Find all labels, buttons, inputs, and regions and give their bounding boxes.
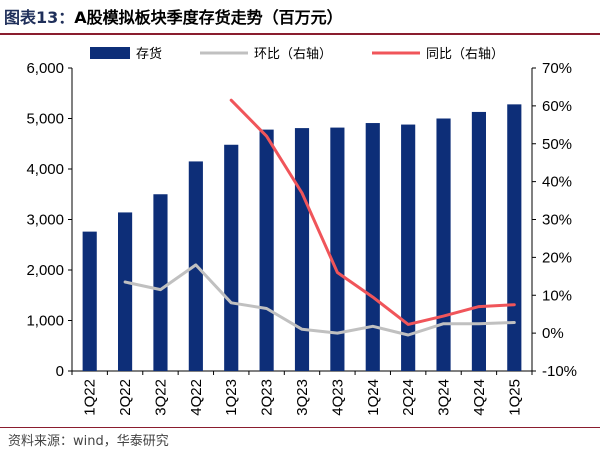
legend-label: 环比（右轴） — [254, 47, 332, 62]
y2-tick-label: 0% — [542, 325, 564, 342]
legend-label: 同比（右轴） — [426, 47, 504, 62]
bar — [436, 118, 451, 371]
x-tick-label: 1Q25 — [506, 379, 523, 416]
title-rule — [0, 33, 600, 35]
x-tick-label: 1Q23 — [223, 379, 240, 416]
bar — [365, 123, 380, 371]
x-tick-label: 2Q22 — [117, 379, 134, 416]
qoq-line — [123, 263, 516, 337]
y-tick-label: 4,000 — [26, 161, 64, 178]
bar — [471, 111, 486, 371]
y2-tick-label: 40% — [542, 174, 572, 191]
bar — [294, 128, 310, 371]
y2-tick-label: 50% — [542, 136, 572, 153]
y-tick-label: 1,000 — [26, 313, 64, 330]
bar — [330, 127, 345, 371]
x-tick-label: 3Q24 — [436, 379, 453, 416]
bar — [224, 144, 239, 371]
bar — [259, 129, 274, 371]
legend-label: 存货 — [136, 46, 162, 62]
chart-title: 图表13：A股模拟板块季度存货走势（百万元） — [4, 4, 343, 32]
x-tick-label: 4Q23 — [329, 379, 346, 416]
y2-tick-label: 10% — [542, 287, 572, 304]
y2-tick-label: -10% — [542, 363, 577, 380]
x-tick-label: 4Q22 — [188, 379, 205, 416]
y2-tick-label: 30% — [542, 212, 572, 229]
y2-tick-label: 20% — [542, 249, 572, 266]
x-tick-label: 3Q23 — [294, 379, 311, 416]
x-tick-label: 4Q24 — [471, 379, 488, 416]
y-tick-label: 0 — [56, 363, 64, 380]
figure-number: 图表13： — [4, 8, 75, 27]
y2-tick-label: 60% — [542, 98, 572, 115]
figure-title-text: A股模拟板块季度存货走势（百万元） — [74, 8, 343, 27]
bar — [118, 212, 133, 371]
bar — [82, 231, 97, 371]
bar — [153, 194, 168, 371]
y-tick-label: 3,000 — [26, 212, 64, 229]
y-tick-label: 2,000 — [26, 262, 64, 279]
bar — [507, 104, 522, 372]
x-tick-label: 3Q22 — [152, 379, 169, 416]
x-tick-label: 2Q24 — [400, 379, 417, 416]
y-tick-label: 5,000 — [26, 111, 64, 128]
legend-swatch-inventory — [90, 47, 130, 59]
x-tick-label: 2Q23 — [259, 379, 276, 416]
bar — [401, 124, 416, 371]
yoy-line — [229, 98, 516, 326]
y2-tick-label: 70% — [542, 60, 572, 77]
y-tick-label: 6,000 — [26, 60, 64, 77]
source-rule — [0, 427, 600, 428]
x-tick-label: 1Q24 — [365, 379, 382, 416]
source-note: 资料来源：wind，华泰研究 — [8, 434, 169, 449]
x-tick-label: 1Q22 — [82, 379, 99, 416]
